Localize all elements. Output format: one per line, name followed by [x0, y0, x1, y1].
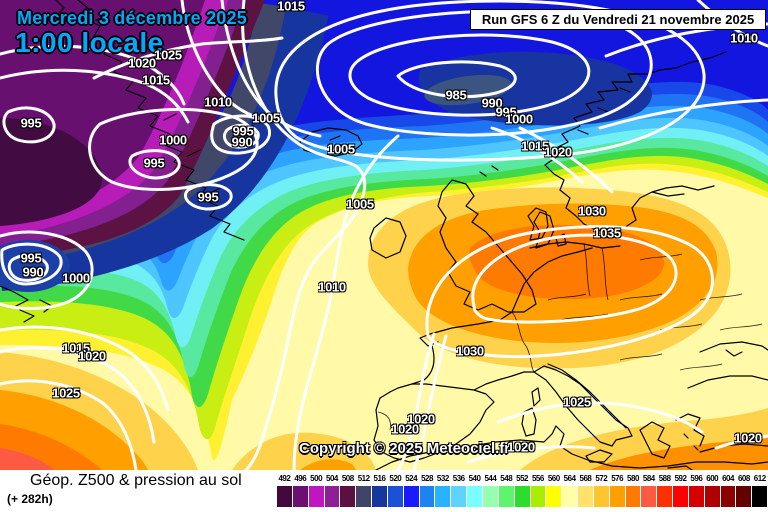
scale-cell — [641, 486, 657, 507]
scale-cell — [372, 486, 387, 507]
scale-cell — [657, 486, 673, 507]
scale-value: 540 — [468, 474, 481, 483]
scale-cell — [514, 486, 530, 507]
scale-value: 508 — [341, 474, 354, 483]
scale-cell — [277, 486, 292, 507]
scale-cell — [387, 486, 403, 507]
scale-value: 516 — [373, 474, 386, 483]
scale-cell — [467, 486, 482, 507]
scale-value: 592 — [674, 474, 687, 483]
scale-value: 560 — [547, 474, 560, 483]
scale-cell — [498, 486, 514, 507]
scale-value: 520 — [389, 474, 402, 483]
scale-cell — [356, 486, 372, 507]
scale-value: 552 — [516, 474, 528, 483]
scale-cell — [578, 486, 593, 507]
scale-value: 612 — [753, 474, 766, 483]
scale-cell — [688, 486, 704, 507]
scale-cell — [403, 486, 419, 507]
scale-value: 548 — [500, 474, 513, 483]
scale-cell — [340, 486, 356, 507]
color-scale-cells — [277, 486, 768, 507]
scale-value: 492 — [278, 474, 291, 483]
scale-value: 524 — [405, 474, 418, 483]
coastlines — [0, 0, 768, 471]
scale-cell — [752, 486, 768, 507]
scale-value: 528 — [421, 474, 433, 483]
scale-cell — [720, 486, 736, 507]
scale-cell — [546, 486, 562, 507]
weather-map — [0, 0, 768, 472]
scale-value: 584 — [642, 474, 655, 483]
color-scale: 492 496 500 504 508 512 516 520 524 528 532 536 540 5… — [277, 474, 768, 507]
scale-value: 568 — [579, 474, 592, 483]
scale-value: 604 — [722, 474, 734, 483]
scale-cell — [435, 486, 451, 507]
scale-cell — [308, 486, 324, 507]
scale-value: 608 — [737, 474, 750, 483]
scale-value: 580 — [627, 474, 639, 483]
scale-value: 512 — [357, 474, 370, 483]
scale-cell — [625, 486, 641, 507]
scale-cell — [324, 486, 340, 507]
product-title: Géop. Z500 & pression au sol — [30, 472, 242, 489]
scale-value: 532 — [436, 474, 449, 483]
scale-value: 504 — [326, 474, 338, 483]
scale-cell — [704, 486, 720, 507]
scale-cell — [673, 486, 688, 507]
scale-value: 536 — [452, 474, 465, 483]
map-area: Mercredi 3 décembre 2025 1:00 locale Run… — [0, 0, 768, 472]
scale-value: 564 — [563, 474, 576, 483]
scale-value: 588 — [658, 474, 671, 483]
scale-value: 576 — [611, 474, 624, 483]
scale-cell — [482, 486, 498, 507]
isobar-contours — [0, 0, 768, 464]
scale-value: 500 — [310, 474, 323, 483]
scale-cell — [609, 486, 625, 507]
scale-value: 600 — [706, 474, 719, 483]
scale-value: 496 — [294, 474, 307, 483]
scale-cell — [593, 486, 609, 507]
legend-footer: Géop. Z500 & pression au sol (+ 282h) 49… — [0, 470, 768, 512]
scale-cell — [451, 486, 467, 507]
scale-value: 572 — [595, 474, 608, 483]
scale-cell — [530, 486, 546, 507]
scale-value: 596 — [690, 474, 703, 483]
scale-cell — [419, 486, 435, 507]
scale-value: 544 — [484, 474, 497, 483]
scale-cell — [292, 486, 308, 507]
color-scale-values: 492 496 500 504 508 512 516 520 524 528 532 536 540 5… — [277, 474, 767, 484]
scale-cell — [562, 486, 578, 507]
forecast-lead-time: (+ 282h) — [7, 492, 53, 506]
scale-cell — [736, 486, 752, 507]
scale-value: 556 — [531, 474, 544, 483]
